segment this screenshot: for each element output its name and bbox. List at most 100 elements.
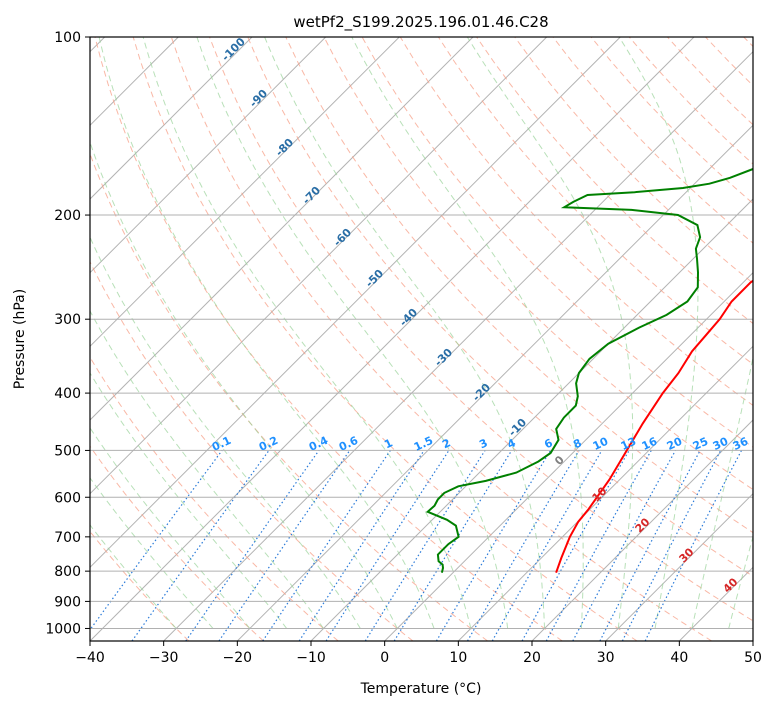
moist-adiabat-line (618, 37, 699, 629)
dry-adiabat-line (132, 37, 638, 641)
dry-adiabat-label: -100 (219, 35, 248, 64)
y-tick-label: 1000 (45, 621, 81, 637)
mixing-ratio-label: 13 (619, 435, 638, 453)
mixing-ratio-label: 3 (477, 436, 489, 451)
profile-lines (425, 167, 753, 574)
mixing-ratio-line (131, 450, 270, 641)
dry-adiabat-line (743, 37, 753, 48)
mixing-ratio-label: 30 (711, 435, 731, 453)
moist-adiabat-line (90, 140, 398, 629)
dry-adiabat-line (705, 37, 753, 87)
line-annotations: -100-90-80-70-60-50-40-30-20-10010203040… (210, 35, 751, 596)
moist-adiabat-line (691, 355, 753, 629)
pressure-gridlines (90, 36, 753, 629)
dry-adiabat-label: -50 (363, 267, 386, 290)
mixing-ratio-line (298, 450, 425, 641)
dry-adiabat-label: -40 (397, 306, 420, 329)
y-tick-label: 700 (54, 530, 81, 546)
dry-adiabat-line (90, 530, 190, 641)
dry-adiabat-label: -20 (470, 381, 493, 404)
isotherm-line (163, 50, 753, 641)
x-tick-label: −20 (223, 650, 253, 666)
chart-title: wetPf2_S199.2025.196.01.46.C28 (293, 13, 548, 32)
dry-adiabat-line (90, 152, 488, 641)
isotherm-line (457, 345, 753, 641)
dry-adiabat-line (247, 37, 753, 577)
mixing-ratio-label: 10 (591, 435, 611, 453)
y-tick-label: 400 (54, 386, 81, 402)
mixing-ratio-line (621, 450, 722, 641)
dry-adiabat-line (514, 37, 753, 284)
dry-adiabat-label: -80 (273, 136, 296, 159)
moist-adiabat-line (196, 37, 509, 629)
dry-adiabat-line (90, 260, 414, 641)
x-tick-label: 30 (597, 650, 615, 666)
mixing-ratio-line (218, 450, 351, 641)
dry-adiabat-label: 20 (633, 515, 653, 535)
isotherm-line (531, 419, 753, 641)
x-tick-label: −30 (149, 650, 179, 666)
y-axis-ticks: 100 200 300 400 500 600 700 800 900 1000 (45, 30, 90, 637)
x-tick-label: 10 (449, 650, 467, 666)
dry-adiabat-line (437, 37, 753, 365)
isotherm-line (236, 124, 753, 641)
moist-adiabat-line (90, 372, 288, 629)
mixing-ratio-line (364, 450, 486, 641)
moist-adiabat-line (90, 426, 251, 629)
mixing-ratio-line (644, 450, 743, 641)
dry-adiabat-label: -10 (506, 416, 529, 439)
dry-adiabat-line (323, 37, 753, 491)
dry-adiabat-line (552, 37, 753, 244)
x-axis-label: Temperature (°C) (360, 681, 482, 697)
x-tick-label: −40 (75, 650, 105, 666)
moist-adiabat-line (728, 534, 753, 629)
y-tick-label: 600 (54, 490, 81, 506)
y-tick-label: 100 (54, 30, 81, 46)
moist-adiabat-line (466, 37, 634, 629)
dry-adiabat-label: -70 (300, 184, 323, 207)
mixing-ratio-line (521, 450, 630, 641)
y-tick-label: 200 (54, 208, 81, 224)
moist-adiabat-line (90, 524, 177, 629)
isotherm-line (90, 37, 548, 495)
x-tick-label: 50 (744, 650, 762, 666)
moist-adiabat-line (90, 310, 324, 629)
mixing-ratio-line (262, 450, 391, 641)
isotherm-line (752, 640, 753, 641)
y-tick-label: 300 (54, 312, 81, 328)
dry-adiabat-label: 30 (677, 545, 697, 565)
mixing-ratio-line (185, 450, 320, 641)
mixing-ratio-line (90, 450, 223, 631)
isotherm-line (90, 37, 474, 421)
dry-adiabat-line (94, 37, 563, 641)
moist-adiabat-line (142, 37, 472, 629)
mixing-ratio-line (599, 450, 701, 641)
isotherm-line (678, 566, 753, 641)
isotherm-line (90, 37, 621, 569)
background-lines (90, 37, 753, 641)
dry-adiabat-label: 10 (590, 484, 610, 504)
isotherm-line (90, 37, 253, 200)
dry-adiabat-line (285, 37, 753, 534)
x-tick-label: −10 (296, 650, 326, 666)
isotherm-line (90, 37, 327, 274)
x-axis-ticks: −40 −30 −20 −10 0 10 20 30 40 50 (75, 641, 762, 666)
dry-adiabat-label: 40 (721, 575, 741, 595)
dry-adiabat-line (90, 356, 339, 641)
x-tick-label: 40 (670, 650, 688, 666)
mixing-ratio-label: 25 (691, 435, 710, 453)
dry-adiabat-label: -90 (247, 87, 270, 110)
dry-adiabat-line (476, 37, 753, 325)
moist-adiabat-line (264, 37, 545, 629)
y-axis-label: Pressure (hPa) (12, 289, 28, 389)
mixing-ratio-line (545, 450, 652, 641)
temperature-line (555, 279, 753, 574)
x-tick-label: 0 (380, 650, 389, 666)
isotherm-line (605, 492, 753, 641)
plot-frame (89, 36, 754, 642)
moist-adiabat-line (98, 37, 435, 629)
dry-adiabat-label: -60 (331, 226, 354, 249)
dry-adiabat-line (170, 37, 712, 641)
mixing-ratio-line (572, 450, 677, 641)
